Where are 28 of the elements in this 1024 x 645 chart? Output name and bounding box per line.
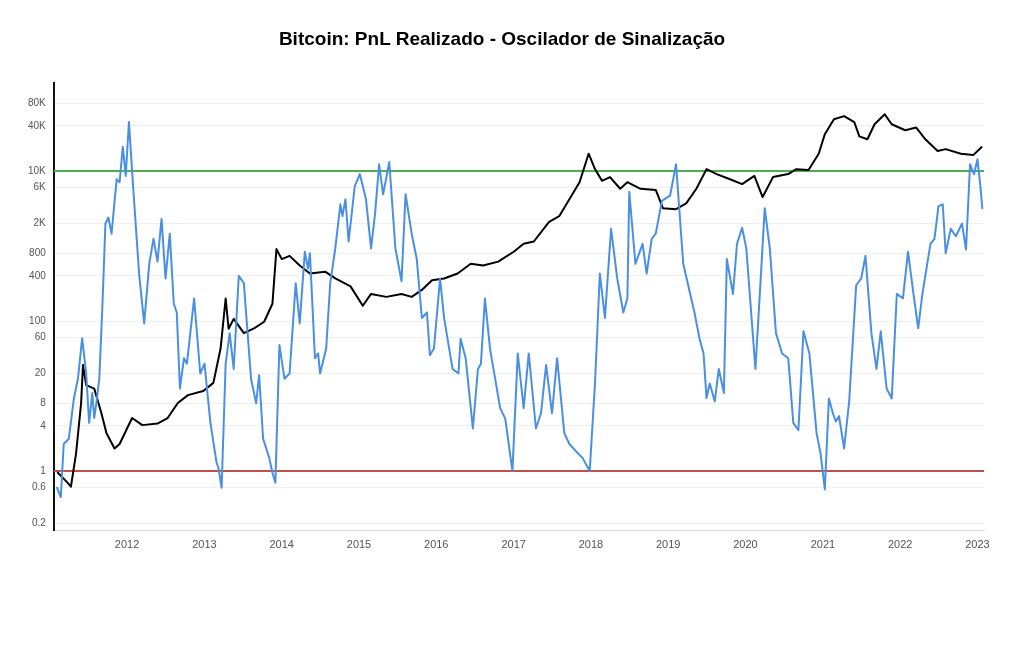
chart-title: Bitcoin: PnL Realizado - Oscilador de Sinalização: [278, 27, 726, 49]
y-tick-label: 0.6: [31, 481, 47, 493]
y-tick-label: 2K: [33, 217, 47, 229]
y-tick-label: 60: [34, 331, 47, 343]
x-tick-label: 2023: [965, 538, 990, 551]
y-tick-label: 100: [29, 314, 47, 326]
y-tick-label: 20: [34, 367, 47, 379]
x-tick-label: 2020: [733, 538, 758, 551]
x-tick-label: 2016: [424, 538, 449, 551]
x-tick-label: 2015: [346, 538, 372, 551]
y-tick-label: 4: [40, 419, 47, 431]
y-tick-label: 10K: [28, 164, 47, 176]
y-tick-label: 6K: [33, 181, 47, 193]
x-tick-label: 2017: [501, 538, 526, 551]
x-tick-label: 2014: [269, 538, 294, 551]
x-tick-label: 2012: [114, 538, 140, 551]
y-tick-label: 800: [29, 247, 47, 259]
x-tick-label: 2021: [810, 538, 836, 551]
x-tick-label: 2022: [887, 538, 913, 551]
x-tick-label: 2019: [655, 538, 681, 551]
y-tick-label: 0.2: [31, 517, 47, 529]
y-tick-label: 1: [40, 464, 47, 476]
y-tick-label: 40K: [28, 119, 47, 131]
x-tick-label: 2013: [192, 538, 217, 551]
y-tick-label: 8: [40, 397, 47, 409]
y-tick-label: 80K: [28, 97, 47, 109]
y-tick-label: 400: [29, 269, 47, 281]
x-tick-label: 2018: [578, 538, 604, 551]
